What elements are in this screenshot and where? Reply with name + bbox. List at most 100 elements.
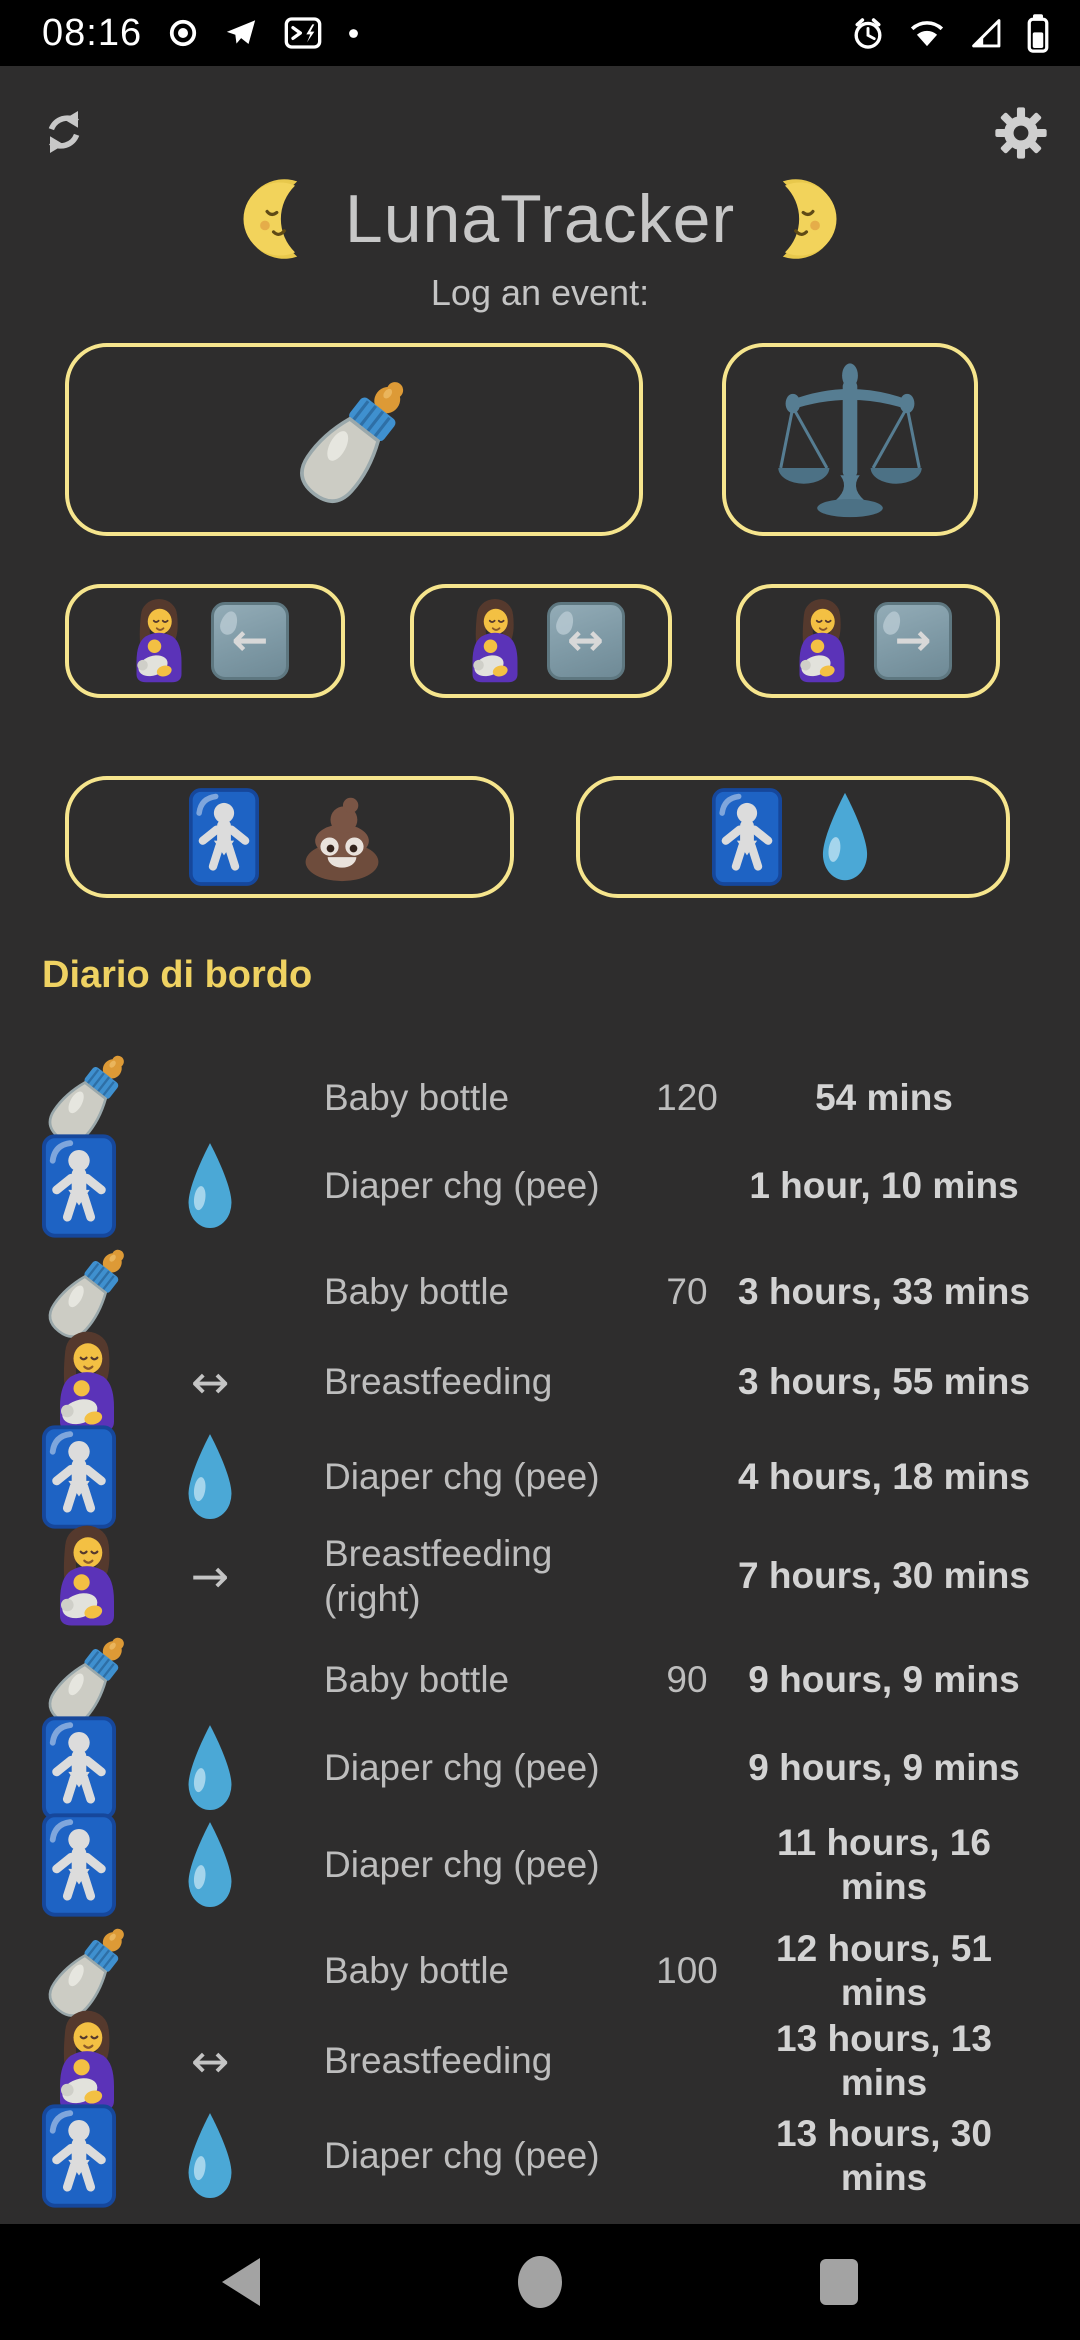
- entry-icon-secondary: [160, 2108, 260, 2204]
- breastfeeding-icon: [42, 1328, 132, 1436]
- log-diaper-pee-button[interactable]: [576, 776, 1010, 898]
- droplet-icon: [182, 1138, 238, 1234]
- baby-symbol-icon: [42, 1425, 116, 1529]
- journal-row[interactable]: Diaper chg (pee) 4 hours, 18 mins: [0, 1425, 1080, 1522]
- baby-symbol-icon: [42, 1813, 116, 1917]
- entry-icon-secondary: →: [160, 1549, 260, 1603]
- log-weight-button[interactable]: [722, 343, 978, 536]
- entry-value: 90: [666, 1659, 708, 1700]
- entry-icon-secondary: ↔: [160, 2034, 260, 2088]
- droplet-icon: [182, 1817, 238, 1913]
- baby-symbol-icon: [42, 2104, 116, 2208]
- entry-elapsed: 3 hours, 55 mins: [738, 1360, 1030, 1402]
- battery-icon: [1026, 13, 1050, 53]
- entry-elapsed: 4 hours, 18 mins: [738, 1455, 1030, 1497]
- entry-icon-secondary: [160, 1817, 260, 1913]
- wifi-icon: [908, 14, 946, 52]
- baby-bottle-icon: [291, 356, 417, 524]
- home-icon[interactable]: [518, 2256, 562, 2308]
- entry-label: Breastfeeding (right): [324, 1532, 553, 1619]
- balance-scale-icon: [775, 361, 925, 519]
- event-buttons-row-3: [0, 776, 1080, 898]
- moon-face-left-icon: [237, 176, 323, 262]
- journal-row[interactable]: → Breastfeeding (right) 7 hours, 30 mins: [0, 1522, 1080, 1619]
- entry-value: 120: [656, 1077, 718, 1118]
- entry-icon-primary: [42, 1813, 160, 1917]
- recents-icon[interactable]: [820, 2259, 858, 2305]
- entry-label: Baby bottle: [324, 1077, 510, 1119]
- event-buttons-row-2: ← ↔ →: [0, 584, 1080, 698]
- journal-row[interactable]: Baby bottle 70 3 hours, 33 mins: [0, 1231, 1080, 1328]
- entry-elapsed: 3 hours, 33 mins: [738, 1270, 1030, 1312]
- entry-value: 70: [666, 1271, 708, 1312]
- log-breastfeed-both-button[interactable]: ↔: [409, 584, 672, 698]
- cell-signal-icon: [968, 15, 1004, 51]
- journal-row[interactable]: Diaper chg (pee) 11 hours, 16 mins: [0, 1813, 1080, 1910]
- arrow-right-key-icon: →: [874, 602, 952, 680]
- baby-symbol-icon: [712, 788, 782, 886]
- journal-row[interactable]: Baby bottle 90 9 hours, 9 mins: [0, 1619, 1080, 1716]
- direction-arrow: ↔: [190, 2034, 230, 2088]
- baby-symbol-icon: [189, 788, 259, 886]
- journal-row[interactable]: Diaper chg (pee) 13 hours, 30 mins: [0, 2104, 1080, 2201]
- log-breastfeed-right-button[interactable]: →: [736, 584, 1000, 698]
- entry-label: Breastfeeding: [324, 1361, 553, 1403]
- journal-list: Baby bottle 120 54 mins Diaper chg (pee)…: [0, 1037, 1080, 2201]
- log-bottle-button[interactable]: [65, 343, 643, 536]
- journal-row[interactable]: Baby bottle 100 12 hours, 51 mins: [0, 1910, 1080, 2007]
- entry-icon-secondary: [160, 1138, 260, 1234]
- entry-elapsed: 12 hours, 51 mins: [776, 1927, 992, 2013]
- droplet-icon: [182, 1429, 238, 1525]
- terminal-icon: [284, 17, 322, 49]
- alarm-icon: [850, 15, 886, 51]
- breastfeeding-icon: [784, 596, 860, 686]
- entry-icon-primary: [42, 1522, 160, 1630]
- entry-icon-secondary: ↔: [160, 1355, 260, 1409]
- status-bar: 08:16: [0, 0, 1080, 66]
- entry-value: 100: [656, 1950, 718, 1991]
- app-header: LunaTracker: [0, 174, 1080, 264]
- journal-row[interactable]: ↔ Breastfeeding 3 hours, 55 mins: [0, 1328, 1080, 1425]
- log-breastfeed-left-button[interactable]: ←: [65, 584, 345, 698]
- journal-row[interactable]: Diaper chg (pee) 9 hours, 9 mins: [0, 1716, 1080, 1813]
- breastfeeding-icon: [42, 1522, 132, 1630]
- baby-symbol-icon: [42, 1134, 116, 1238]
- journal-row[interactable]: Diaper chg (pee) 1 hour, 10 mins: [0, 1134, 1080, 1231]
- entry-label: Diaper chg (pee): [324, 1165, 600, 1207]
- direction-arrow: →: [190, 1549, 230, 1603]
- journal-row[interactable]: ↔ Breastfeeding 13 hours, 13 mins: [0, 2007, 1080, 2104]
- journal-row[interactable]: Baby bottle 120 54 mins: [0, 1037, 1080, 1134]
- refresh-icon[interactable]: [36, 104, 92, 160]
- arrow-both-key-icon: ↔: [546, 602, 625, 680]
- entry-elapsed: 54 mins: [815, 1076, 953, 1118]
- poop-icon: [293, 791, 391, 883]
- log-event-prompt: Log an event:: [430, 272, 650, 313]
- entry-elapsed: 1 hour, 10 mins: [749, 1164, 1019, 1206]
- record-icon: [168, 18, 198, 48]
- gear-icon[interactable]: [994, 106, 1048, 160]
- entry-icon-primary: [42, 2104, 160, 2208]
- moon-face-right-icon: [757, 176, 843, 262]
- entry-elapsed: 9 hours, 9 mins: [748, 1658, 1020, 1700]
- entry-icon-secondary: [160, 1720, 260, 1816]
- breastfeeding-icon: [121, 596, 197, 686]
- entry-elapsed: 13 hours, 30 mins: [776, 2112, 992, 2198]
- entry-label: Breastfeeding: [324, 2040, 553, 2082]
- entry-elapsed: 11 hours, 16 mins: [777, 1821, 991, 1907]
- entry-icon-primary: [42, 1425, 160, 1529]
- entry-elapsed: 13 hours, 13 mins: [776, 2017, 992, 2103]
- back-icon[interactable]: [222, 2258, 260, 2306]
- breastfeeding-icon: [42, 2007, 132, 2115]
- entry-icon-secondary: [160, 1429, 260, 1525]
- entry-label: Diaper chg (pee): [324, 2135, 600, 2177]
- droplet-icon: [182, 2108, 238, 2204]
- entry-label: Diaper chg (pee): [324, 1456, 600, 1498]
- log-diaper-poo-button[interactable]: [65, 776, 514, 898]
- page-title: LunaTracker: [344, 181, 736, 257]
- entry-label: Diaper chg (pee): [324, 1844, 600, 1886]
- entry-label: Diaper chg (pee): [324, 1747, 600, 1789]
- entry-label: Baby bottle: [324, 1659, 510, 1701]
- entry-elapsed: 7 hours, 30 mins: [738, 1554, 1030, 1596]
- breastfeeding-icon: [457, 596, 533, 686]
